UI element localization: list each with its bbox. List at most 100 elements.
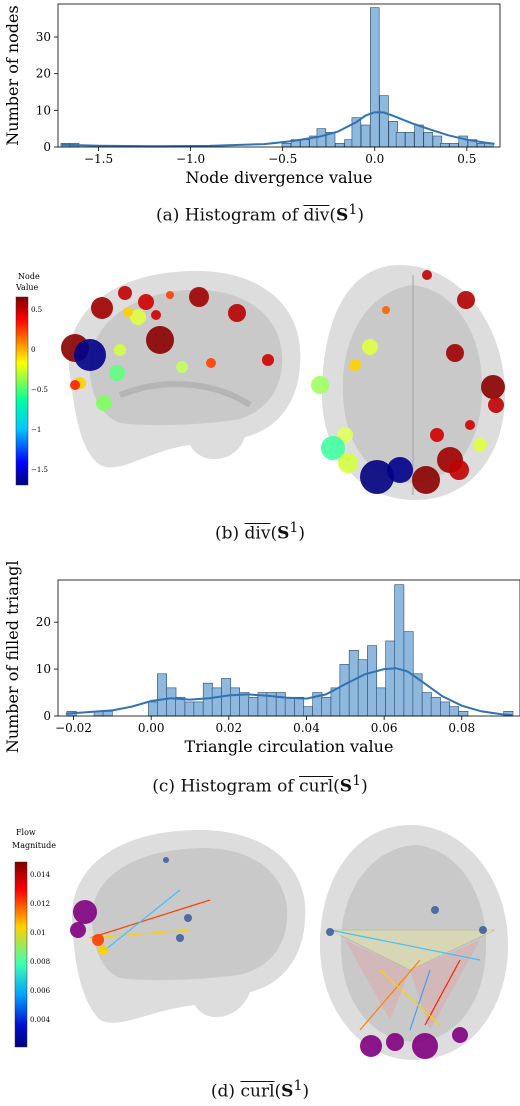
flow-node: [412, 1033, 438, 1059]
caption-d-open: (: [274, 1081, 282, 1102]
caption-d: (d) curl(S1): [0, 1078, 520, 1102]
flow-node: [452, 1027, 468, 1043]
node-circle: [123, 307, 133, 317]
node-circle: [360, 460, 394, 494]
plot-frame: [57, 3, 501, 148]
caption-c-close: ): [361, 776, 368, 797]
hist-bar: [335, 143, 345, 148]
flow-node: [184, 914, 192, 922]
node-circle: [96, 395, 112, 411]
node-circle: [91, 297, 113, 319]
hist-bar: [449, 706, 459, 717]
colorbar-b-tick-4: −1: [31, 426, 41, 434]
hist-bar: [379, 95, 389, 148]
node-circle: [449, 460, 469, 480]
y-tick-label: 10: [36, 103, 51, 117]
colorbar-b-tick-2: 0: [31, 346, 35, 354]
caption-a-open: (: [329, 205, 337, 226]
node-circle: [114, 344, 126, 356]
hist-bar: [395, 132, 406, 148]
colorbar-b-tick-3: −0.5: [31, 386, 48, 394]
flow-edge: [359, 959, 421, 1031]
flow-edge: [104, 889, 181, 951]
hist-bar: [430, 696, 441, 717]
node-circle: [74, 339, 106, 371]
colorbar-d: [14, 861, 28, 1048]
node-circle: [151, 310, 161, 320]
brain-divergence-figure: Node Value 0.5 0 −0.5 −1 −1.5: [15, 265, 505, 500]
node-circle: [228, 304, 246, 322]
colorbar-b-title-1: Node: [18, 272, 40, 281]
hist-bar: [321, 696, 332, 717]
plot-frame: [57, 579, 520, 717]
colorbar-d-tick-5: 0.006: [30, 987, 51, 995]
x-tick-label: 0.0: [365, 152, 384, 166]
node-circle: [349, 359, 361, 371]
caption-a: (a) Histogram of div(S1): [0, 202, 520, 226]
x-tick-label: −1.5: [84, 152, 113, 166]
hist-bar: [394, 584, 405, 717]
x-tick-label: 0.04: [293, 721, 320, 735]
flow-node: [163, 857, 169, 863]
colorbar-b-tick-5: −1.5: [31, 466, 48, 474]
caption-d-curl: curl: [240, 1081, 275, 1102]
flow-node: [176, 934, 184, 942]
hist-bar: [230, 687, 240, 717]
kde-line: [65, 667, 513, 717]
node-circle: [262, 354, 274, 366]
x-tick-label: 0.08: [448, 721, 475, 735]
hist-bar: [348, 650, 359, 717]
node-circle: [130, 309, 146, 325]
y-tick-label: 0: [43, 709, 51, 723]
brain-flow-nodes: [70, 857, 487, 1059]
x-tick-label: 0.02: [215, 721, 242, 735]
x-tick-label: −1.0: [176, 152, 205, 166]
hist-bar: [193, 701, 204, 717]
caption-a-sup: 1: [348, 202, 358, 218]
flow-node: [431, 906, 439, 914]
caption-a-close: ): [357, 205, 364, 226]
caption-a-div: div: [303, 205, 330, 226]
node-circle: [412, 466, 440, 494]
flow-node: [386, 1033, 404, 1051]
colorbar-d-tick-2: 0.012: [30, 900, 50, 908]
colorbar-d-tick-1: 0.014: [30, 871, 51, 879]
caption-b-close: ): [298, 523, 306, 544]
node-circle: [430, 428, 444, 442]
node-circle: [457, 291, 475, 309]
caption-c-text: (c) Histogram of: [152, 776, 300, 797]
flow-edge: [89, 899, 211, 939]
y-tick-label: 20: [36, 67, 51, 81]
x-axis-label: Triangle circulation value: [185, 737, 394, 756]
flow-edge: [379, 969, 441, 1026]
flow-node: [98, 945, 108, 955]
colorbar-d-title-2: Magnitude: [12, 841, 56, 850]
hist-bar: [414, 124, 424, 148]
x-tick-label: −0.02: [55, 721, 92, 735]
caption-b-S: S: [277, 523, 290, 544]
caption-c-curl: curl: [299, 776, 334, 797]
flow-node: [92, 934, 104, 946]
y-axis-label: Number of nodes: [3, 5, 22, 145]
node-circle: [189, 287, 209, 307]
node-circle: [311, 376, 329, 394]
node-circle: [70, 380, 80, 390]
node-circle: [387, 457, 413, 483]
hist-bar: [281, 143, 292, 148]
x-tick-label: 0.00: [138, 721, 165, 735]
histogram-circulation: −0.02 0.00 0.02 0.04 0.06 0.08 0 10 20 Triangle c…: [3, 560, 520, 756]
caption-a-S: S: [336, 205, 349, 226]
flow-edge: [424, 959, 461, 1026]
node-circle: [206, 358, 216, 368]
node-circle: [321, 436, 345, 460]
flow-node: [70, 922, 86, 938]
hist-bar: [239, 692, 250, 717]
caption-b-open: (: [270, 523, 278, 544]
colorbar-b-title-2: Value: [15, 283, 39, 292]
x-tick-label: −0.5: [268, 152, 297, 166]
node-circle: [337, 427, 353, 443]
hist-bar: [376, 687, 386, 717]
histogram-divergence: −1.5 −1.0 −0.5 0.0 0.5 0 10 20 30 Node divergence…: [3, 3, 501, 187]
node-circle: [446, 344, 464, 362]
caption-b-text: (b): [214, 523, 245, 544]
